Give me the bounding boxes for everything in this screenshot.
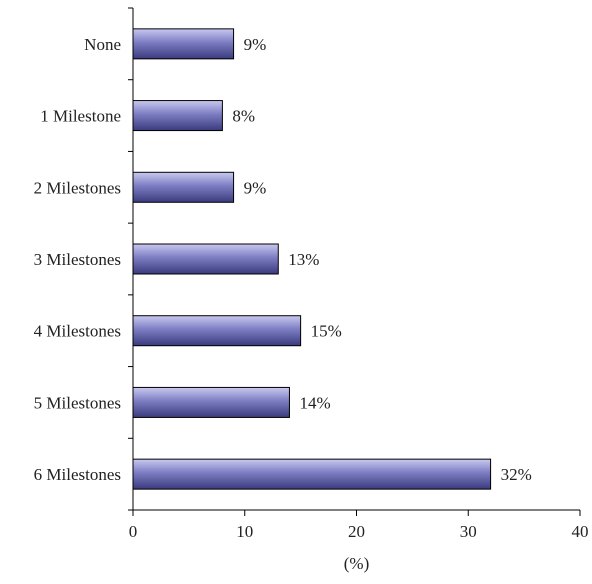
- x-tick-label: 30: [460, 522, 477, 541]
- data-label: 32%: [501, 465, 532, 484]
- labels: 0 10 20 30 40 None 9% 1 Milestone 8% 2 Milestones…: [34, 35, 589, 541]
- data-label: 15%: [311, 322, 342, 341]
- data-label: 8%: [232, 107, 255, 126]
- bar: [132, 171, 235, 203]
- category-label: 3 Milestones: [34, 250, 121, 269]
- category-label: 1 Milestone: [40, 107, 121, 126]
- x-tick-label: 20: [348, 522, 365, 541]
- category-label: 5 Milestones: [34, 393, 121, 412]
- data-label: 13%: [288, 250, 319, 269]
- bar: [132, 100, 223, 132]
- x-tick-label: 10: [236, 522, 253, 541]
- data-label: 9%: [244, 178, 267, 197]
- data-label: 9%: [244, 35, 267, 54]
- bars: [132, 28, 492, 490]
- category-label: 4 Milestones: [34, 322, 121, 341]
- bar: [132, 386, 290, 418]
- bar: [132, 315, 302, 347]
- category-label: None: [84, 35, 121, 54]
- category-label: 2 Milestones: [34, 178, 121, 197]
- data-label: 14%: [299, 393, 330, 412]
- bar: [132, 28, 235, 60]
- x-axis-title: (%): [344, 554, 369, 573]
- bar: [132, 458, 492, 490]
- x-tick-label: 40: [572, 522, 589, 541]
- x-tick-label: 0: [129, 522, 138, 541]
- category-label: 6 Milestones: [34, 465, 121, 484]
- bar: [132, 243, 279, 275]
